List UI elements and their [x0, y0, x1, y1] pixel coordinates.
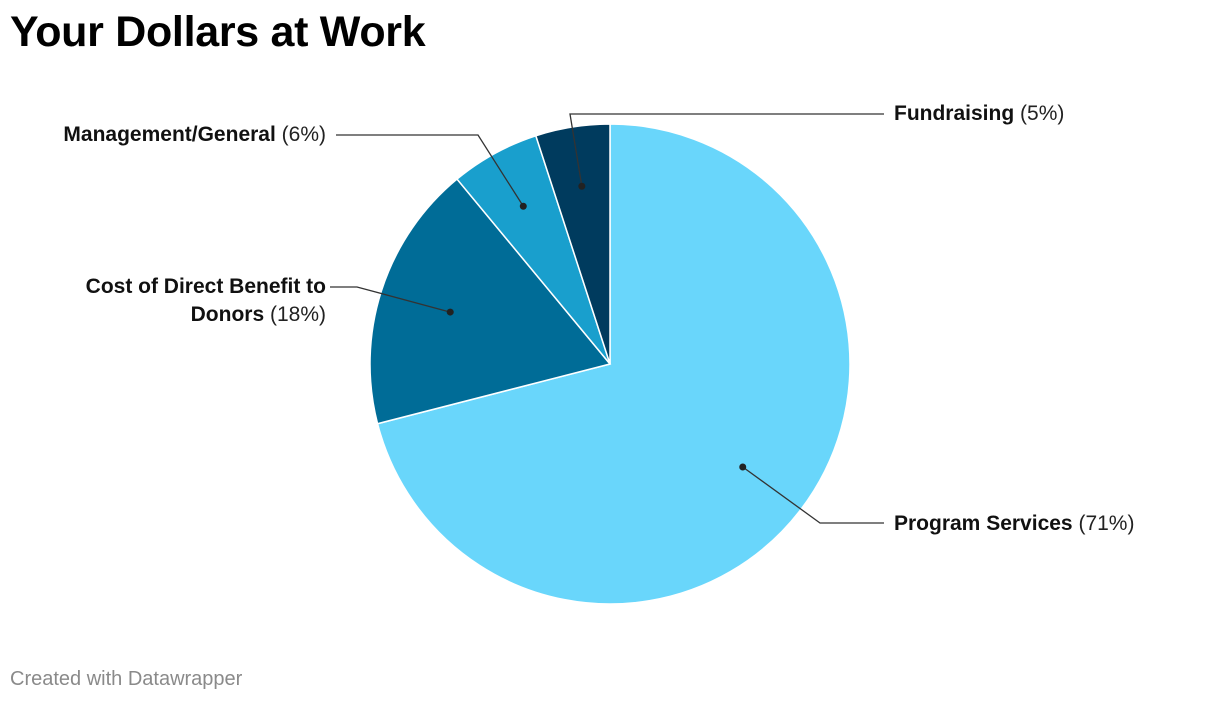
label-name: Program Services [894, 512, 1073, 535]
label-name: Cost of Direct Benefit to Donors [85, 275, 326, 326]
label-fundraising: Fundraising (5%) [894, 100, 1064, 128]
label-percent: (5%) [1020, 102, 1065, 125]
connector-line [742, 466, 884, 524]
label-percent: (18%) [269, 303, 326, 326]
label-program-services: Program Services (71%) [894, 510, 1134, 538]
label-management-general: Management/General (6%) [0, 121, 326, 149]
chart-title: Your Dollars at Work [10, 8, 426, 56]
connector-line [330, 286, 451, 313]
connector-dot [519, 202, 527, 210]
pie-slice-program-services [376, 123, 851, 605]
label-direct-benefit: Cost of Direct Benefit to Donors (18%) [40, 273, 326, 329]
connector-line [569, 113, 884, 187]
connector-dot [578, 182, 586, 190]
connector-dot [739, 463, 747, 471]
connector-line [336, 134, 524, 207]
connector-dot [446, 308, 454, 316]
label-name: Management/General [63, 123, 276, 146]
label-percent: (71%) [1078, 512, 1135, 535]
pie-slice-cost-of-direct-benefit-to-donors [369, 178, 612, 425]
credit-footer: Created with Datawrapper [10, 668, 243, 690]
label-percent: (6%) [281, 123, 326, 146]
label-name: Fundraising [894, 102, 1015, 125]
